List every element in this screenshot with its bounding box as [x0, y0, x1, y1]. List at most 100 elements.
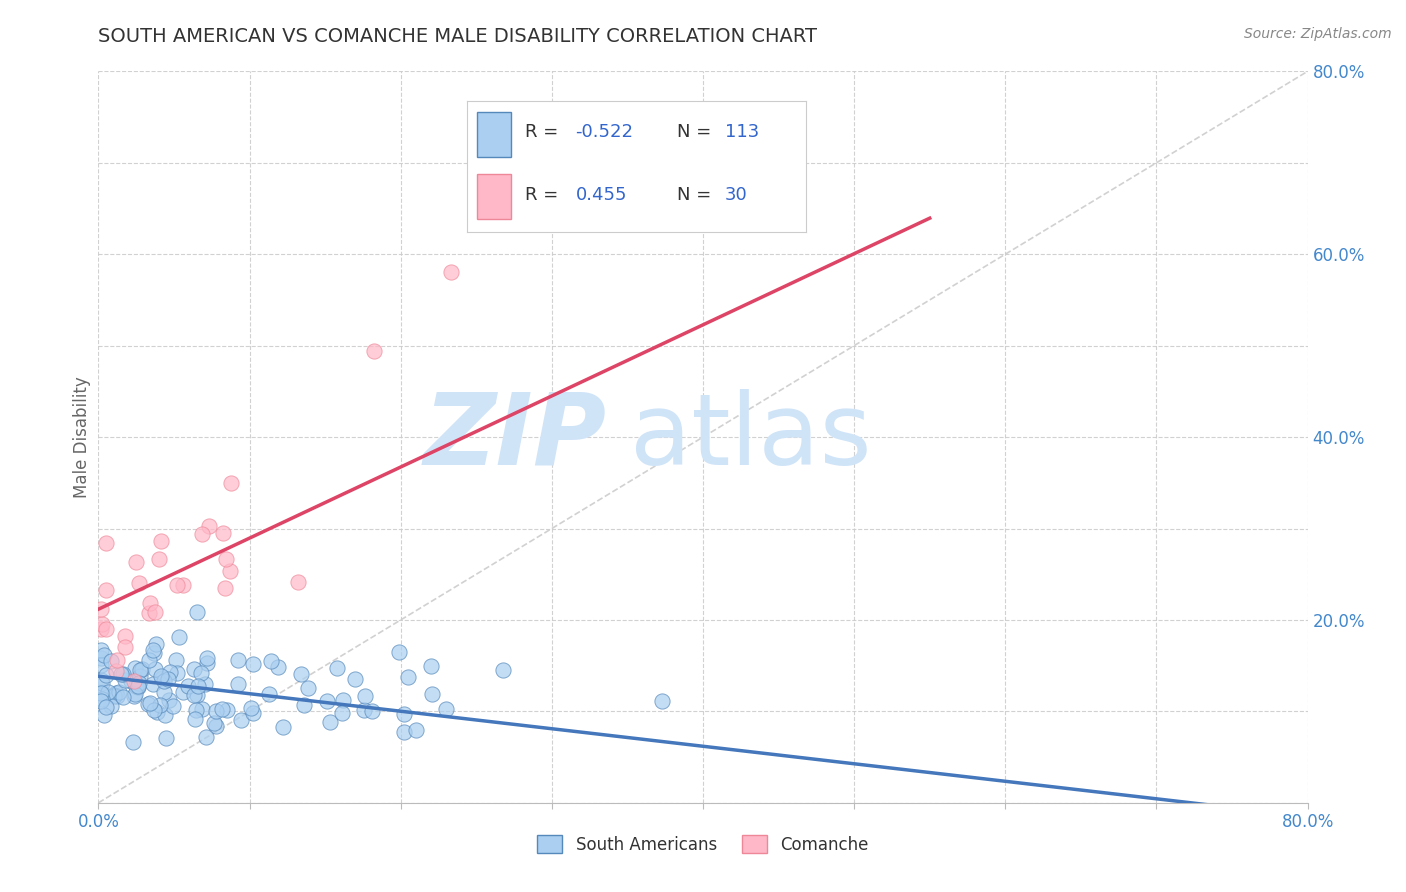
Point [136, 698, 159, 712]
Point [292, 698, 315, 712]
Point [186, 688, 208, 702]
Point [93, 648, 115, 662]
Point [96, 667, 118, 681]
Point [139, 596, 162, 610]
Point [145, 637, 167, 651]
Point [183, 662, 205, 676]
Point [319, 714, 342, 729]
Point [405, 723, 427, 737]
Point [94, 582, 117, 597]
Point [214, 582, 236, 596]
Point [94, 622, 117, 636]
Point [153, 684, 176, 698]
Point [105, 664, 128, 678]
Point [90, 673, 112, 687]
Point [127, 680, 149, 694]
Point [100, 654, 122, 668]
Point [124, 661, 146, 675]
Point [90, 657, 112, 672]
Point [90, 694, 112, 708]
Point [143, 606, 166, 620]
Point [150, 671, 173, 685]
Point [195, 657, 218, 671]
Point [146, 705, 169, 719]
Point [330, 706, 353, 720]
Text: SOUTH AMERICAN VS COMANCHE MALE DISABILITY CORRELATION CHART: SOUTH AMERICAN VS COMANCHE MALE DISABILI… [98, 27, 817, 45]
Point [105, 653, 128, 667]
Point [128, 675, 150, 690]
Point [271, 720, 294, 734]
Point [226, 653, 249, 667]
Point [354, 690, 377, 704]
Point [190, 665, 212, 680]
Point [157, 693, 180, 707]
Point [91, 684, 114, 698]
Point [394, 706, 416, 721]
Legend: South Americans, Comanche: South Americans, Comanche [530, 829, 876, 860]
Point [651, 694, 673, 708]
Point [420, 659, 443, 673]
Point [392, 724, 415, 739]
Point [287, 574, 309, 589]
Point [114, 673, 136, 687]
Point [103, 688, 125, 702]
Point [204, 704, 226, 718]
Point [128, 575, 150, 590]
Point [259, 654, 281, 668]
Point [388, 645, 411, 659]
Point [153, 674, 176, 689]
Point [219, 564, 242, 578]
Point [177, 679, 200, 693]
Point [148, 552, 170, 566]
Point [122, 673, 145, 688]
Point [127, 680, 149, 694]
Point [290, 667, 312, 681]
Point [191, 527, 214, 541]
Point [90, 643, 112, 657]
Point [91, 675, 114, 690]
Point [97, 685, 120, 699]
Point [226, 677, 249, 691]
Point [240, 700, 263, 714]
Point [166, 666, 188, 681]
Point [114, 640, 136, 655]
Point [229, 713, 252, 727]
Point [100, 698, 122, 713]
Point [112, 690, 135, 704]
Point [149, 669, 172, 683]
Point [142, 646, 165, 660]
Point [90, 602, 112, 616]
Point [105, 686, 128, 700]
Point [491, 663, 513, 677]
Point [221, 475, 243, 490]
Point [316, 694, 339, 708]
Point [363, 344, 385, 359]
Point [325, 660, 347, 674]
Point [396, 670, 419, 684]
Point [242, 657, 264, 671]
Point [353, 703, 375, 717]
Point [90, 685, 112, 699]
Point [108, 685, 131, 699]
Point [94, 700, 117, 714]
Point [120, 674, 142, 689]
Point [150, 534, 173, 549]
Point [194, 677, 217, 691]
Point [153, 708, 176, 723]
Point [172, 684, 194, 698]
Point [186, 605, 208, 619]
Point [94, 536, 117, 550]
Point [202, 715, 225, 730]
Point [440, 265, 463, 279]
Point [343, 672, 366, 686]
Point [332, 693, 354, 707]
Point [145, 662, 167, 676]
Point [103, 690, 125, 704]
Point [93, 707, 115, 722]
Text: Source: ZipAtlas.com: Source: ZipAtlas.com [1244, 27, 1392, 41]
Point [149, 698, 172, 713]
Text: ZIP: ZIP [423, 389, 606, 485]
Point [125, 555, 148, 569]
Point [90, 692, 112, 706]
Point [139, 696, 162, 710]
